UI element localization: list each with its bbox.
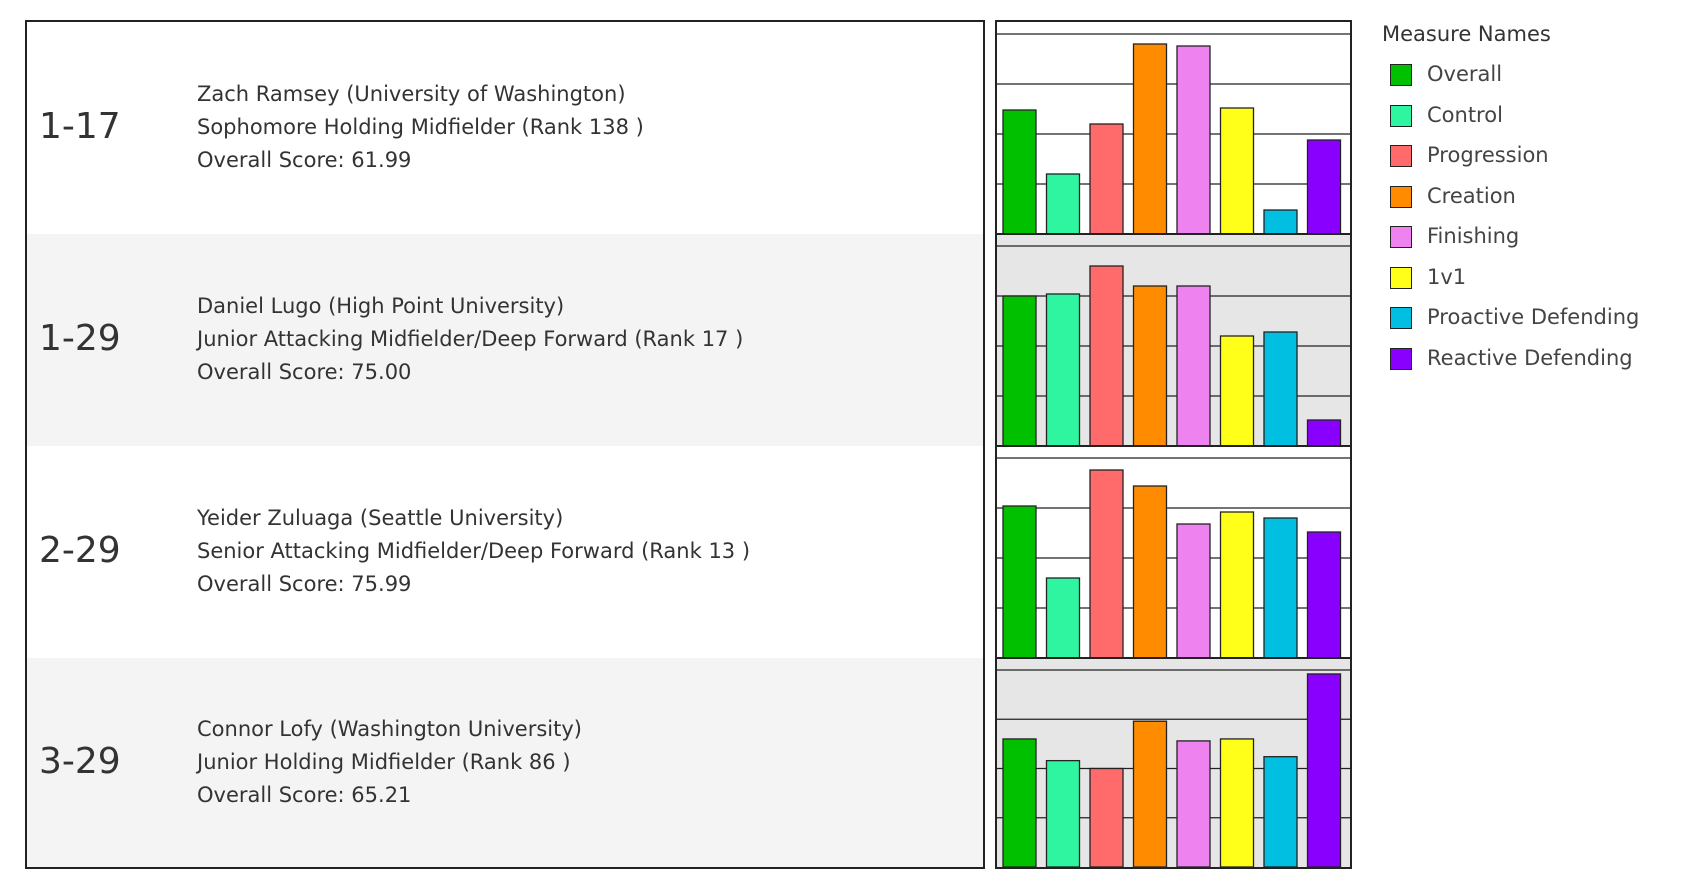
bar-proactive-defending bbox=[1263, 756, 1298, 867]
row-code: 3-29 bbox=[39, 740, 121, 782]
legend-swatch bbox=[1390, 145, 1412, 167]
player-name: Daniel Lugo (High Point University) bbox=[197, 294, 565, 318]
legend-label: Control bbox=[1427, 102, 1503, 127]
legend-item: Finishing bbox=[1382, 220, 1682, 261]
bar-proactive-defending bbox=[1263, 331, 1298, 447]
bar-finishing bbox=[1176, 45, 1211, 235]
legend-label: Finishing bbox=[1427, 224, 1520, 248]
player-role: Junior Holding Midfielder (Rank 86 ) bbox=[197, 749, 571, 774]
legend-swatch bbox=[1390, 185, 1412, 208]
player-table: 1-17 Zach Ramsey (University of Washingto… bbox=[25, 20, 985, 869]
bar-proactive-defending bbox=[1263, 209, 1298, 235]
bar-progression bbox=[1089, 767, 1124, 867]
row-code: 1-17 bbox=[39, 106, 121, 147]
bar-overall bbox=[1002, 738, 1037, 867]
bar-overall bbox=[1002, 295, 1037, 447]
bar-chart-svg bbox=[997, 22, 1350, 867]
bar-control bbox=[1045, 759, 1081, 867]
legend-swatch bbox=[1390, 266, 1412, 289]
legend: Measure Names Overall Control Progression C… bbox=[1382, 20, 1682, 382]
legend-label: Reactive Defending bbox=[1427, 345, 1633, 370]
player-role: Senior Attacking Midfielder/Deep Forward… bbox=[197, 539, 751, 563]
legend-swatch bbox=[1390, 347, 1412, 370]
bar-creation bbox=[1132, 285, 1168, 447]
player-name: Yeider Zuluaga (Seattle University) bbox=[197, 506, 564, 530]
table-row: 1-29 Daniel Lugo (High Point University) J… bbox=[27, 234, 983, 446]
bar-chart-panels bbox=[995, 20, 1352, 869]
legend-swatch bbox=[1390, 104, 1412, 127]
bar-1v1 bbox=[1219, 738, 1255, 867]
legend-item: Overall bbox=[1382, 58, 1682, 99]
bar-creation bbox=[1132, 720, 1168, 867]
bar-control bbox=[1045, 293, 1081, 447]
bar-progression bbox=[1089, 123, 1124, 235]
bar-reactive-defending bbox=[1306, 673, 1342, 867]
table-row: 3-29 Connor Lofy (Washington University) J… bbox=[27, 658, 983, 867]
legend-item: Proactive Defending bbox=[1382, 301, 1682, 342]
bar-creation bbox=[1132, 43, 1168, 235]
legend-item: Control bbox=[1382, 99, 1682, 140]
table-row: 1-17 Zach Ramsey (University of Washingto… bbox=[27, 22, 983, 234]
row-code: 1-29 bbox=[39, 318, 121, 359]
player-role: Sophomore Holding Midfielder (Rank 138 ) bbox=[197, 115, 644, 139]
legend-swatch bbox=[1390, 64, 1412, 86]
row-code: 2-29 bbox=[39, 530, 121, 571]
bar-1v1 bbox=[1219, 107, 1255, 235]
legend-label: Creation bbox=[1427, 183, 1516, 208]
bar-finishing bbox=[1176, 740, 1211, 867]
player-name: Connor Lofy (Washington University) bbox=[197, 716, 582, 741]
bar-finishing bbox=[1176, 523, 1211, 659]
player-info: Connor Lofy (Washington University) Junio… bbox=[197, 713, 582, 812]
player-role: Junior Attacking Midfielder/Deep Forward… bbox=[197, 327, 744, 351]
legend-label: 1v1 bbox=[1427, 264, 1467, 289]
legend-label: Progression bbox=[1427, 143, 1549, 167]
player-score: Overall Score: 75.99 bbox=[197, 572, 412, 596]
player-score: Overall Score: 65.21 bbox=[197, 782, 412, 807]
legend-item: 1v1 bbox=[1382, 261, 1682, 302]
player-score: Overall Score: 61.99 bbox=[197, 148, 412, 172]
bar-proactive-defending bbox=[1263, 517, 1298, 659]
player-info: Daniel Lugo (High Point University) Junio… bbox=[197, 290, 743, 389]
player-score: Overall Score: 75.00 bbox=[197, 360, 412, 384]
legend-item: Reactive Defending bbox=[1382, 342, 1682, 383]
bar-1v1 bbox=[1219, 335, 1255, 447]
legend-label: Proactive Defending bbox=[1427, 305, 1640, 329]
player-info: Zach Ramsey (University of Washington) So… bbox=[197, 78, 644, 177]
table-row: 2-29 Yeider Zuluaga (Seattle University) S… bbox=[27, 446, 983, 658]
bar-reactive-defending bbox=[1306, 139, 1342, 235]
legend-swatch bbox=[1390, 307, 1412, 329]
bar-progression bbox=[1089, 469, 1124, 659]
legend-item: Progression bbox=[1382, 139, 1682, 180]
bar-reactive-defending bbox=[1306, 531, 1342, 659]
bar-overall bbox=[1002, 505, 1037, 659]
bar-control bbox=[1045, 173, 1081, 235]
legend-item: Creation bbox=[1382, 180, 1682, 221]
player-name: Zach Ramsey (University of Washington) bbox=[197, 82, 626, 106]
bar-finishing bbox=[1176, 285, 1211, 447]
player-info: Yeider Zuluaga (Seattle University) Senio… bbox=[197, 502, 750, 601]
bar-progression bbox=[1089, 265, 1124, 447]
bar-control bbox=[1045, 577, 1081, 659]
legend-swatch bbox=[1390, 226, 1412, 248]
legend-title: Measure Names bbox=[1382, 22, 1551, 46]
legend-label: Overall bbox=[1427, 62, 1503, 86]
bar-reactive-defending bbox=[1306, 419, 1342, 447]
bar-1v1 bbox=[1219, 511, 1255, 659]
bar-creation bbox=[1132, 485, 1168, 659]
bar-overall bbox=[1002, 109, 1037, 235]
